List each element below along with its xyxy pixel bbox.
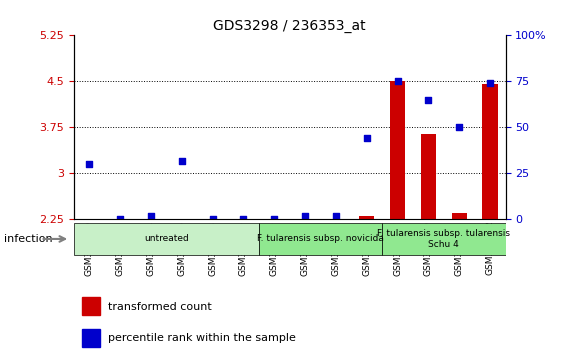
- Point: [362, 136, 371, 141]
- Text: infection: infection: [4, 234, 52, 244]
- Point: [270, 217, 279, 222]
- Point: [85, 161, 94, 167]
- Bar: [390, 81, 406, 219]
- Bar: [452, 213, 467, 219]
- Point: [177, 158, 186, 164]
- Point: [331, 213, 340, 219]
- Point: [239, 217, 248, 222]
- Bar: [359, 216, 374, 219]
- FancyBboxPatch shape: [382, 223, 506, 255]
- Point: [115, 217, 124, 222]
- Point: [147, 213, 156, 219]
- Text: percentile rank within the sample: percentile rank within the sample: [108, 333, 296, 343]
- FancyBboxPatch shape: [74, 223, 259, 255]
- FancyBboxPatch shape: [259, 223, 382, 255]
- Bar: [82, 297, 100, 315]
- Text: untreated: untreated: [144, 234, 189, 244]
- Text: F. tularensis subsp. novicida: F. tularensis subsp. novicida: [257, 234, 384, 244]
- Point: [300, 213, 310, 219]
- Point: [393, 79, 402, 84]
- Point: [455, 125, 464, 130]
- Bar: [82, 329, 100, 347]
- Point: [208, 217, 217, 222]
- Title: GDS3298 / 236353_at: GDS3298 / 236353_at: [214, 19, 366, 33]
- Bar: [482, 85, 498, 219]
- Bar: [421, 133, 436, 219]
- Point: [486, 80, 495, 86]
- Text: F. tularensis subsp. tularensis
Schu 4: F. tularensis subsp. tularensis Schu 4: [377, 229, 511, 249]
- Point: [424, 97, 433, 103]
- Text: transformed count: transformed count: [108, 302, 212, 312]
